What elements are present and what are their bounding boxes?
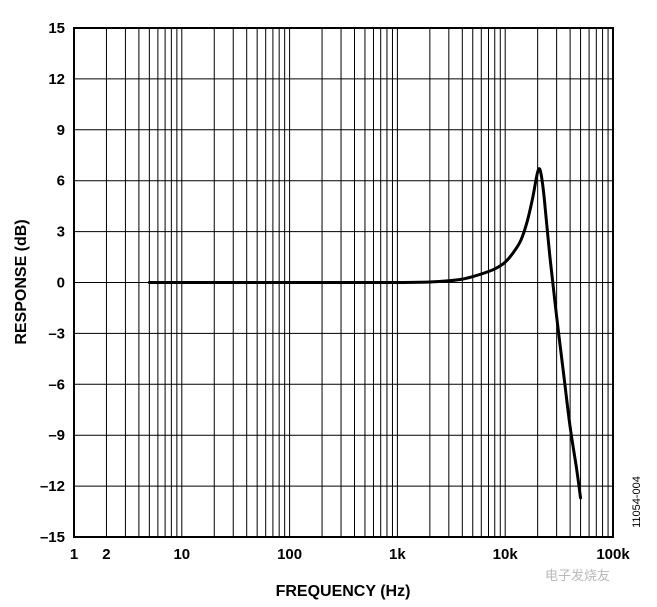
- x-tick-label: 100k: [596, 546, 630, 563]
- watermark-text: 电子发烧友: [545, 568, 610, 584]
- x-tick-label: 10: [173, 546, 190, 563]
- x-tick-label: 1k: [389, 546, 406, 563]
- y-tick-label: 0: [57, 275, 65, 292]
- y-tick-labels: 15 12 9 6 3 0 –3 –6 –9 –12 –15: [40, 20, 65, 546]
- y-tick-label: 3: [57, 224, 65, 241]
- y-tick-label: –9: [48, 427, 65, 444]
- x-tick-labels: 1 10 100 1k 10k 100k 2: [70, 546, 631, 563]
- y-tick-label: 12: [48, 71, 65, 88]
- response-series-line: [147, 167, 583, 500]
- x-tick-label-minor: 2: [102, 546, 110, 563]
- y-tick-label: –15: [40, 529, 65, 546]
- x-tick-label: 10k: [493, 546, 519, 563]
- y-tick-label: –12: [40, 478, 65, 495]
- x-tick-label: 1: [70, 546, 78, 563]
- y-tick-label: –6: [48, 376, 65, 393]
- plot-frame: [73, 27, 614, 538]
- series: [147, 167, 583, 500]
- y-axis-label: RESPONSE (dB): [13, 219, 30, 344]
- x-axis-label: FREQUENCY (Hz): [276, 583, 411, 600]
- y-tick-label: 6: [57, 173, 65, 190]
- y-tick-label: 9: [57, 122, 65, 139]
- y-tick-label: 15: [48, 20, 65, 37]
- y-tick-label: –3: [48, 325, 65, 342]
- x-tick-label: 100: [277, 546, 302, 563]
- figure-id: 11054-004: [631, 476, 643, 528]
